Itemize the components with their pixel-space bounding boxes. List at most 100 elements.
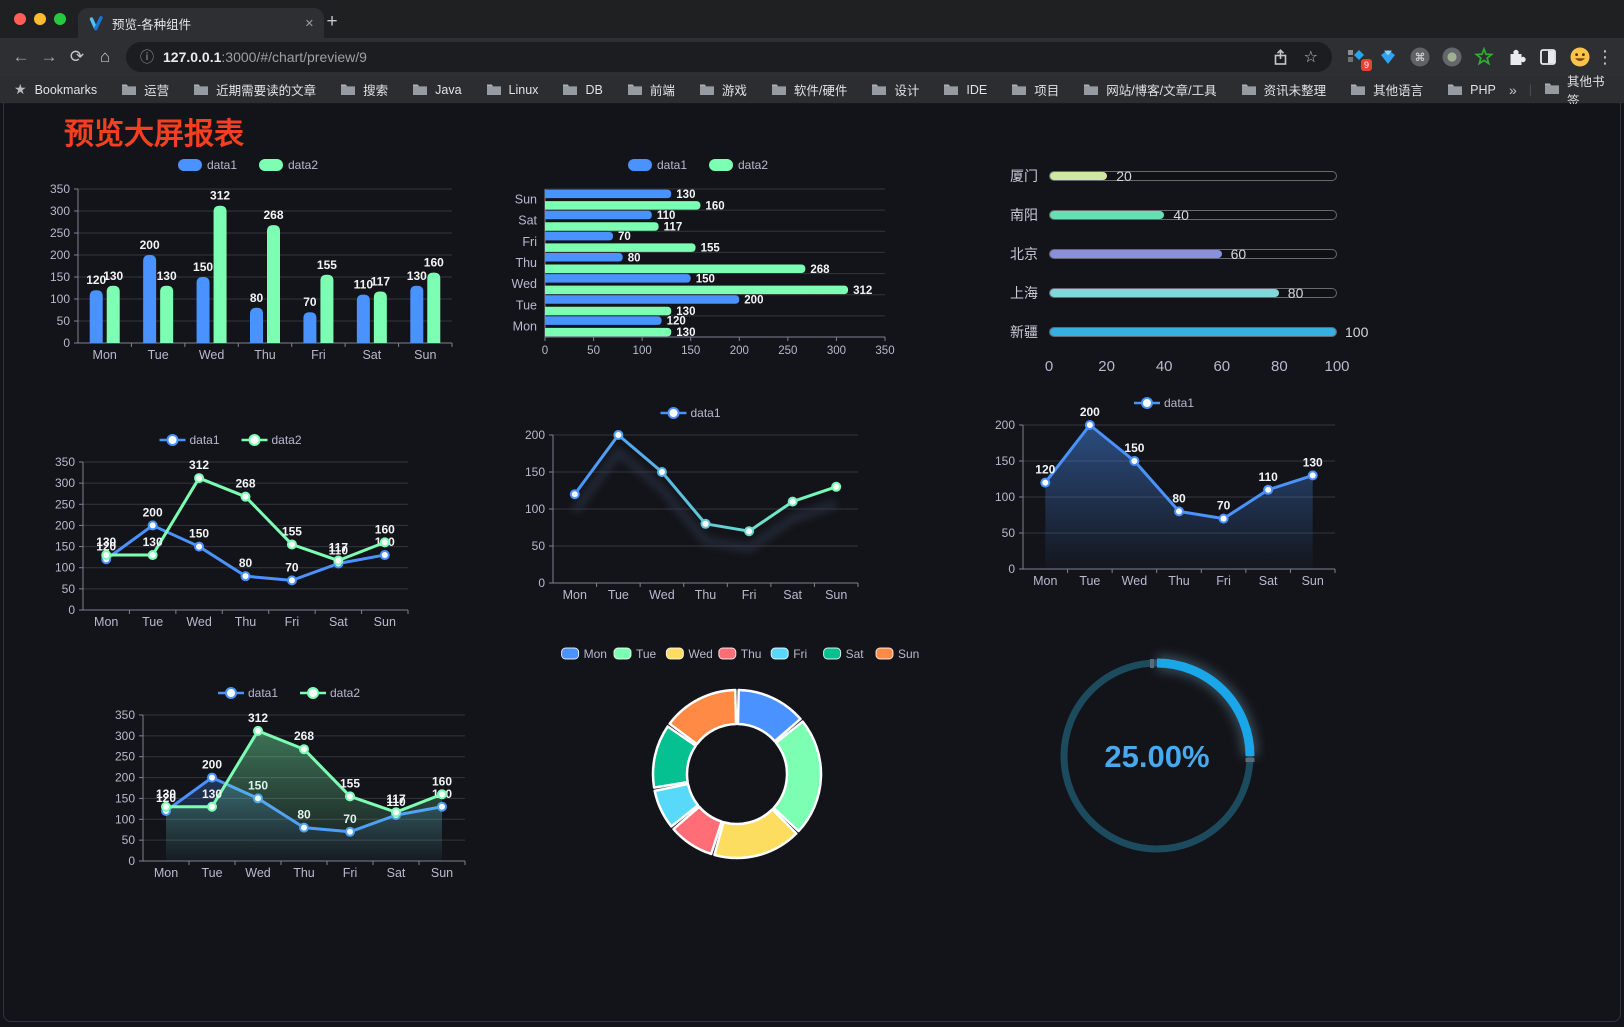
svg-text:117: 117 <box>664 221 683 233</box>
bookmark-star-icon[interactable]: ☆ <box>1303 49 1318 66</box>
svg-text:Sat: Sat <box>518 214 537 228</box>
bookmarks-label[interactable]: Bookmarks <box>34 82 98 97</box>
bookmark-folder[interactable]: 项目 <box>1011 80 1059 99</box>
progress-bar-chart[interactable]: 厦门 20 南阳 40 北京 60 上海 80 新疆 100 0 20 40 60 80 100 <box>990 156 1369 386</box>
svg-text:155: 155 <box>317 258 337 272</box>
svg-text:50: 50 <box>62 582 76 596</box>
bookmark-folder[interactable]: 设计 <box>871 80 919 99</box>
svg-text:120: 120 <box>96 539 116 553</box>
svg-text:Sat: Sat <box>329 615 348 629</box>
svg-text:120: 120 <box>667 316 686 328</box>
svg-text:350: 350 <box>55 455 75 469</box>
svg-text:Sun: Sun <box>898 647 919 661</box>
svg-text:Mon: Mon <box>584 647 607 661</box>
extensions-row: 9 ⌘ <box>1344 45 1592 71</box>
emoji-extension-icon[interactable] <box>1568 45 1592 69</box>
gradient-line-chart[interactable]: 0 50 100 150 200 Mon Tue Wed Thu Fri Sat Sun data1 <box>515 399 870 611</box>
puzzle-extensions-icon[interactable] <box>1504 45 1528 69</box>
svg-text:200: 200 <box>744 295 763 307</box>
svg-text:Sun: Sun <box>515 193 537 207</box>
site-info-icon[interactable]: ⓘ <box>140 49 154 65</box>
bookmark-folder[interactable]: 游戏 <box>699 80 747 99</box>
double-area-line-chart[interactable]: 0 50 100 150 200 250 300 350 Mon Tue Wed Thu Fri Sat S… <box>105 679 477 889</box>
svg-text:312: 312 <box>248 711 268 725</box>
browser-menu-icon[interactable]: ⋮ <box>1596 46 1614 67</box>
bookmark-folder[interactable]: PHP <box>1447 83 1496 97</box>
svg-text:Fri: Fri <box>311 348 326 362</box>
svg-text:110: 110 <box>657 210 676 222</box>
url-bar[interactable]: ⓘ 127.0.0.1:3000/#/chart/preview/9 ☆ <box>126 42 1332 72</box>
svg-text:Mon: Mon <box>1033 574 1057 588</box>
green-star-extension-icon[interactable] <box>1472 45 1496 69</box>
svg-text:Tue: Tue <box>1079 574 1100 588</box>
tab-manager-extension-icon[interactable]: 9 <box>1344 45 1372 71</box>
bookmark-folder[interactable]: 运营 <box>121 80 169 99</box>
grouped-bar-chart[interactable]: 0 50 100 150 200 250 300 350 Mon 120 130 Tue 200 130 W… <box>40 151 460 373</box>
bookmark-folder[interactable]: 软件/硬件 <box>771 80 847 99</box>
tab-close-icon[interactable]: ✕ <box>304 17 314 30</box>
minimize-window-button[interactable] <box>34 13 46 25</box>
svg-text:300: 300 <box>827 345 846 357</box>
svg-text:data1: data1 <box>190 433 220 447</box>
svg-text:130: 130 <box>156 787 176 801</box>
recorder-extension-icon[interactable] <box>1440 45 1464 69</box>
reload-icon[interactable]: ⟳ <box>69 47 85 66</box>
bookmark-folder[interactable]: 其他语言 <box>1350 80 1423 99</box>
bookmark-folder[interactable]: DB <box>562 83 603 97</box>
forward-icon[interactable]: → <box>40 47 58 66</box>
command-extension-icon[interactable]: ⌘ <box>1408 45 1432 69</box>
bookmark-folder[interactable]: 前端 <box>627 80 675 99</box>
svg-text:350: 350 <box>50 182 70 196</box>
bookmarks-divider: | <box>1528 82 1532 97</box>
svg-text:Fri: Fri <box>343 866 358 880</box>
donut-pie-chart[interactable]: Mon Tue Wed Thu Fri Sat Sun <box>555 636 925 936</box>
back-icon[interactable]: ← <box>12 47 30 66</box>
bookmark-folder[interactable]: 网站/博客/文章/工具 <box>1083 80 1217 99</box>
svg-text:160: 160 <box>432 774 452 788</box>
svg-text:160: 160 <box>424 256 444 270</box>
svg-text:Tue: Tue <box>142 615 163 629</box>
dark-mode-extension-icon[interactable] <box>1536 45 1560 69</box>
svg-text:Wed: Wed <box>649 588 675 602</box>
progress-row: 新疆 100 <box>1010 323 1369 340</box>
other-bookmarks[interactable]: 其他书签 <box>1544 71 1610 109</box>
new-tab-button[interactable]: + <box>326 11 338 32</box>
svg-text:Sun: Sun <box>431 866 453 880</box>
svg-text:Mon: Mon <box>154 866 178 880</box>
svg-text:312: 312 <box>210 189 230 203</box>
svg-text:200: 200 <box>140 238 160 252</box>
svg-text:Sun: Sun <box>374 615 396 629</box>
svg-text:300: 300 <box>55 476 75 490</box>
bookmark-folder[interactable]: Linux <box>486 83 538 97</box>
maximize-window-button[interactable] <box>54 13 66 25</box>
svg-text:130: 130 <box>676 189 695 201</box>
svg-text:312: 312 <box>189 458 209 472</box>
svg-text:268: 268 <box>263 208 283 222</box>
progress-row: 北京 60 <box>990 234 1355 273</box>
svg-text:150: 150 <box>193 260 213 274</box>
svg-text:120: 120 <box>86 273 106 287</box>
svg-text:250: 250 <box>115 750 135 764</box>
bookmark-folder[interactable]: 资讯未整理 <box>1241 80 1326 99</box>
share-icon[interactable] <box>1273 48 1288 66</box>
svg-text:150: 150 <box>115 791 135 805</box>
bookmark-folder[interactable]: 近期需要读的文章 <box>193 80 316 99</box>
svg-text:130: 130 <box>96 535 116 549</box>
svg-text:50: 50 <box>122 833 136 847</box>
gem-extension-icon[interactable] <box>1376 45 1400 69</box>
svg-text:200: 200 <box>50 248 70 262</box>
svg-text:Thu: Thu <box>695 588 717 602</box>
gauge-chart[interactable]: 25.00% <box>1050 646 1265 861</box>
svg-text:Wed: Wed <box>1122 574 1148 588</box>
bookmark-folder[interactable]: IDE <box>943 83 987 97</box>
browser-tab[interactable]: 预览-各种组件 ✕ <box>78 8 324 38</box>
area-line-chart[interactable]: 0 50 100 150 200 Mon Tue Wed Thu Fri Sat Sun 120 200 1… <box>985 389 1347 597</box>
multi-line-chart[interactable]: 0 50 100 150 200 250 300 350 Mon Tue Wed Thu Fri Sat S… <box>45 426 420 638</box>
close-window-button[interactable] <box>14 13 26 25</box>
horizontal-bar-chart[interactable]: 0 50 100 150 200 250 300 350 Mon 120 130 Tue 200 130 W… <box>505 153 895 365</box>
bookmark-folder[interactable]: Java <box>412 83 462 97</box>
bookmarks-overflow-icon[interactable]: » <box>1508 81 1517 98</box>
home-icon[interactable]: ⌂ <box>99 47 111 66</box>
svg-text:80: 80 <box>239 556 253 570</box>
bookmark-folder[interactable]: 搜索 <box>340 80 388 99</box>
